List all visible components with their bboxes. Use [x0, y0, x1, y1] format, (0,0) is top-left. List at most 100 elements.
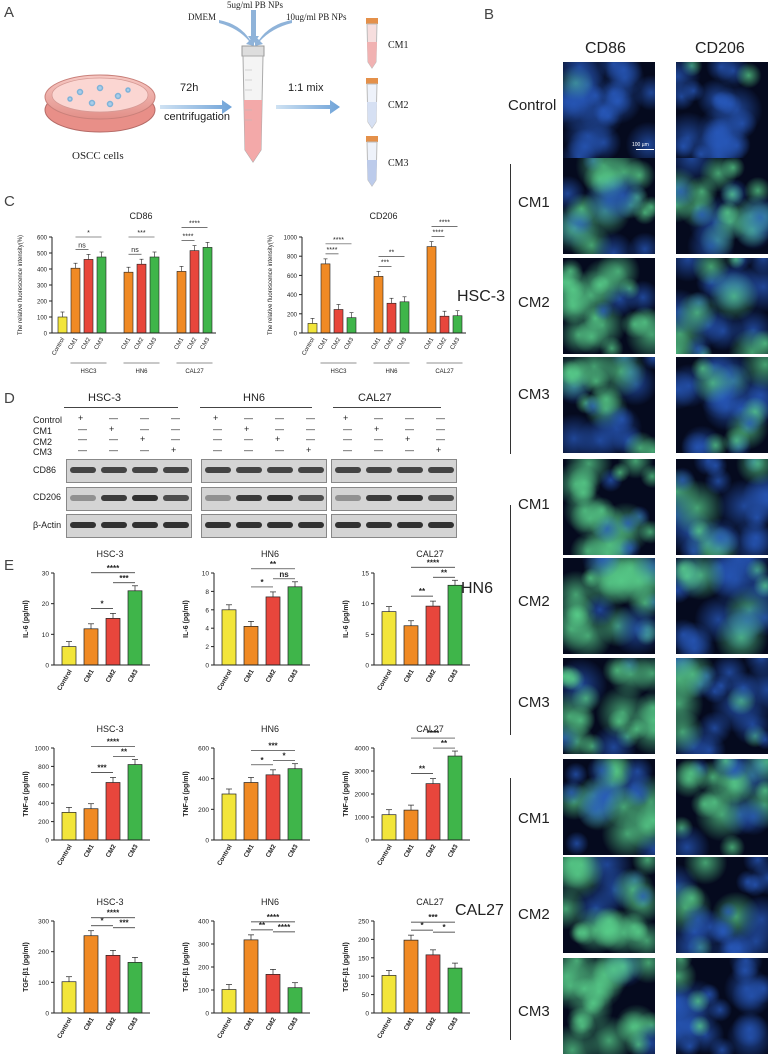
bar [287, 768, 303, 841]
fluorescence-image [563, 658, 655, 754]
y-tick-label: 800 [287, 255, 298, 261]
y-tick-label: 0 [45, 1011, 49, 1018]
chart-tgf-cal27: CAL27 TGF-β1 (pg/ml) 0 50 100 150 200 250 Contro… [343, 897, 470, 1040]
x-tick-label: CM1 [121, 336, 133, 351]
y-tick-label: 1000 [355, 815, 370, 822]
wb-sign: — [78, 423, 87, 434]
wb-sign: — [306, 413, 315, 423]
wb-sign: + [275, 434, 281, 444]
arrow-icon [160, 100, 232, 114]
y-tick-label: 0 [44, 332, 48, 338]
bar [287, 586, 303, 666]
sig-label: ns [131, 247, 139, 254]
panel-label-d: D [4, 390, 15, 407]
x-tick-label: CM2 [265, 1016, 278, 1032]
x-tick-label: CM1 [371, 336, 383, 351]
chart-title: HN6 [261, 724, 279, 734]
sig-label: **** [327, 247, 338, 254]
fluorescence-image [676, 958, 768, 1054]
bar [346, 317, 357, 334]
tube-cm1-icon [366, 18, 378, 69]
x-tick-label: Control [51, 337, 66, 357]
y-tick-label: 2000 [355, 792, 370, 799]
x-tick-label: CM3 [127, 668, 140, 684]
wb-sign: + [140, 434, 146, 444]
row-label-cal27-cm1: CM1 [518, 810, 550, 827]
wb-band [366, 522, 392, 528]
wb-band [132, 495, 158, 501]
bar [61, 812, 77, 841]
wb-blot-cd206: CD206 [33, 492, 62, 502]
y-tick-label: 500 [37, 252, 48, 258]
wb-band [236, 467, 262, 473]
y-tick-label: 200 [198, 965, 209, 972]
bar [243, 626, 259, 666]
chart-tnf-hsc3: HSC-3 TNF-α (pg/ml) 0 200 400 600 800 1000 Contr… [23, 724, 150, 867]
group-label: HSC3 [330, 369, 347, 375]
group-label-cal27: CAL27 [455, 902, 504, 919]
wb-sign: + [109, 423, 115, 434]
x-tick-label: CM3 [287, 668, 300, 684]
bar [386, 302, 397, 334]
y-axis-label: TGF-β1 (pg/ml) [23, 942, 30, 992]
fluorescence-image [676, 258, 768, 354]
y-tick-label: 20 [42, 601, 50, 608]
x-tick-label: CM1 [174, 336, 186, 351]
sig-label: **** [439, 220, 450, 227]
wb-sign: — [405, 413, 414, 423]
sig-label: *** [119, 574, 129, 583]
x-tick-label: CM1 [83, 843, 96, 859]
wb-band [428, 495, 454, 501]
group-label: HN6 [135, 369, 148, 375]
wb-sign: — [244, 413, 253, 423]
row-label-hn6-cm1: CM1 [518, 496, 550, 513]
y-tick-label: 5 [365, 632, 369, 639]
x-tick-label: Control [56, 843, 74, 867]
sig-label: *** [119, 919, 129, 928]
x-tick-label: CM2 [81, 336, 93, 351]
tube-cm3-label: CM3 [388, 158, 409, 169]
scale-bar [636, 149, 654, 150]
step1-top-label: 72h [180, 82, 199, 94]
bar [452, 315, 463, 334]
bar [123, 271, 134, 334]
y-axis-label: IL-6 (pg/ml) [183, 600, 190, 638]
wb-sign: — [109, 413, 118, 423]
bar [221, 793, 237, 841]
x-tick-label: CM1 [83, 668, 96, 684]
panel-label-a: A [4, 4, 15, 21]
input-dmem: DMEM [188, 12, 217, 22]
x-tick-label: Control [216, 843, 234, 867]
sig-label: *** [97, 764, 107, 773]
wb-sign: — [343, 434, 352, 444]
fluorescence-image [676, 62, 768, 158]
wb-sign: — [343, 444, 352, 455]
wb-sign: — [140, 423, 149, 434]
bar [403, 809, 419, 841]
fluorescence-image [563, 759, 655, 855]
bar [96, 256, 107, 334]
x-tick-label: CM2 [265, 843, 278, 859]
x-tick-label: CM3 [287, 843, 300, 859]
wb-band [205, 495, 231, 501]
bar [149, 256, 160, 334]
y-tick-label: 400 [37, 268, 48, 274]
y-axis-label: IL-6 (pg/ml) [343, 600, 350, 638]
bar [403, 625, 419, 666]
y-tick-label: 600 [37, 236, 48, 242]
wb-sign: — [109, 444, 118, 455]
chart-title: CD86 [129, 211, 152, 221]
bar [61, 646, 77, 666]
sig-label: *** [137, 230, 145, 237]
chart-tnf-hn6: HN6 TNF-α (pg/ml) 0 200 400 600 Control CM1 CM2 C… [183, 724, 310, 867]
y-axis-label: The relative fluorescence intensity(%) [18, 235, 24, 335]
group-label: CAL27 [185, 369, 204, 375]
bar [221, 609, 237, 666]
y-tick-label: 0 [205, 663, 209, 670]
bar [61, 981, 77, 1014]
wb-band [298, 522, 324, 528]
row-label-cal27-cm3: CM3 [518, 1003, 550, 1020]
y-axis-label: TGF-β1 (pg/ml) [183, 942, 190, 992]
y-tick-label: 8 [205, 589, 209, 596]
